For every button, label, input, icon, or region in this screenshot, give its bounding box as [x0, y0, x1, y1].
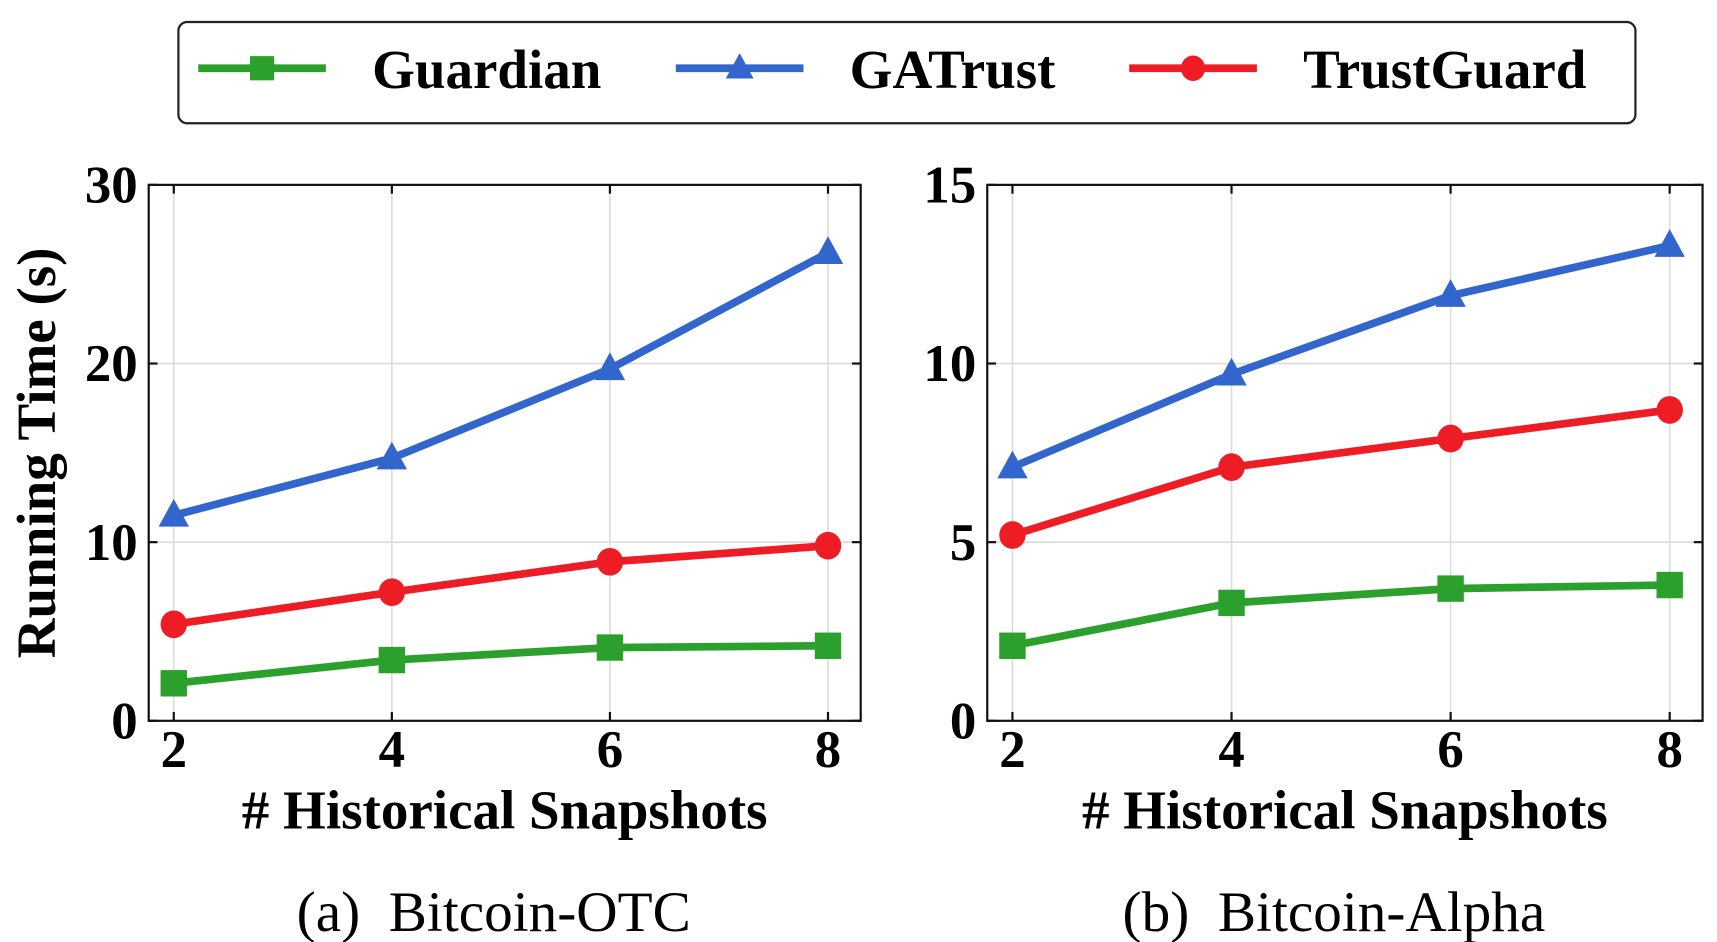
marker-square [160, 670, 187, 697]
series-line [1010, 241, 1671, 471]
y-tick-label: 10 [85, 514, 138, 572]
marker-circle [814, 531, 842, 560]
marker-square [1437, 575, 1464, 602]
series-line [173, 541, 829, 629]
y-tick-label: 20 [85, 335, 138, 393]
y-tick-label: 5 [950, 514, 976, 572]
marker-triangle [1654, 229, 1685, 257]
legend-item-trustguard: TrustGuard [1129, 39, 1586, 100]
marker-circle [596, 547, 624, 576]
marker-triangle [1216, 357, 1247, 386]
marker-triangle [725, 53, 754, 79]
marker-circle [999, 521, 1026, 549]
y-tick-label: 0 [950, 692, 976, 750]
marker-circle [1180, 55, 1206, 81]
marker-square [1218, 589, 1245, 617]
x-axis-label: # Historical Snapshots [242, 780, 768, 841]
legend-label: Guardian [372, 39, 601, 100]
marker-square [1656, 571, 1683, 599]
x-tick-label: 4 [379, 721, 405, 779]
marker-triangle [376, 441, 408, 470]
marker-square [249, 56, 275, 81]
marker-square [596, 634, 624, 661]
y-tick-label: 10 [923, 335, 976, 393]
series-gatrust [158, 236, 844, 527]
x-tick-label: 6 [597, 721, 623, 779]
panel-b: 2 4 6 8 0 5 10 15 # Historical Snapshots (b) Bitc… [923, 156, 1704, 942]
marker-circle [1656, 396, 1683, 424]
marker-circle [378, 578, 406, 607]
marker-triangle [158, 498, 189, 527]
y-tick-label: 15 [923, 156, 976, 214]
series-line [1011, 406, 1671, 539]
marker-triangle [997, 450, 1028, 479]
marker-square [999, 632, 1026, 659]
marker-square [378, 646, 406, 674]
legend-item-guardian: Guardian [198, 39, 601, 100]
axes-frame [986, 183, 1704, 722]
marker-circle [1437, 424, 1464, 453]
legend-label: TrustGuard [1303, 39, 1586, 100]
x-tick-label: 6 [1437, 721, 1463, 779]
legend-label: GATrust [850, 39, 1056, 100]
marker-triangle [594, 352, 626, 381]
series-trustguard [999, 396, 1683, 549]
axes-frame [147, 183, 862, 722]
panel-caption: (a) Bitcoin-OTC [297, 881, 691, 942]
series-guardian [160, 632, 842, 697]
x-tick-label: 8 [1656, 721, 1682, 779]
x-tick-label: 2 [161, 721, 187, 779]
panel-a: 2 4 6 8 0 10 20 30 # Historical Snapshots Running… [6, 156, 862, 942]
marker-square [814, 632, 842, 659]
x-tick-label: 4 [1218, 721, 1244, 779]
y-axis-label: Running Time (s) [6, 247, 67, 658]
series-line [173, 641, 829, 688]
y-tick-label: 30 [85, 156, 138, 214]
series-gatrust [997, 229, 1685, 479]
panel-caption: (b) Bitcoin-Alpha [1123, 881, 1546, 942]
series-trustguard [160, 531, 842, 639]
x-tick-label: 8 [815, 721, 841, 779]
series-line [1011, 581, 1670, 650]
legend-item-gatrust: GATrust [675, 39, 1056, 100]
x-tick-label: 2 [999, 721, 1025, 779]
series-line [172, 249, 830, 520]
legend: Guardian GATrust TrustGuard [177, 20, 1637, 125]
series-guardian [999, 571, 1683, 659]
x-axis-label: # Historical Snapshots [1082, 780, 1608, 841]
marker-circle [160, 610, 187, 639]
marker-circle [1218, 453, 1245, 481]
y-tick-label: 0 [111, 692, 137, 750]
marker-triangle [1435, 279, 1466, 307]
marker-triangle [812, 236, 844, 264]
legend-box [177, 20, 1637, 125]
